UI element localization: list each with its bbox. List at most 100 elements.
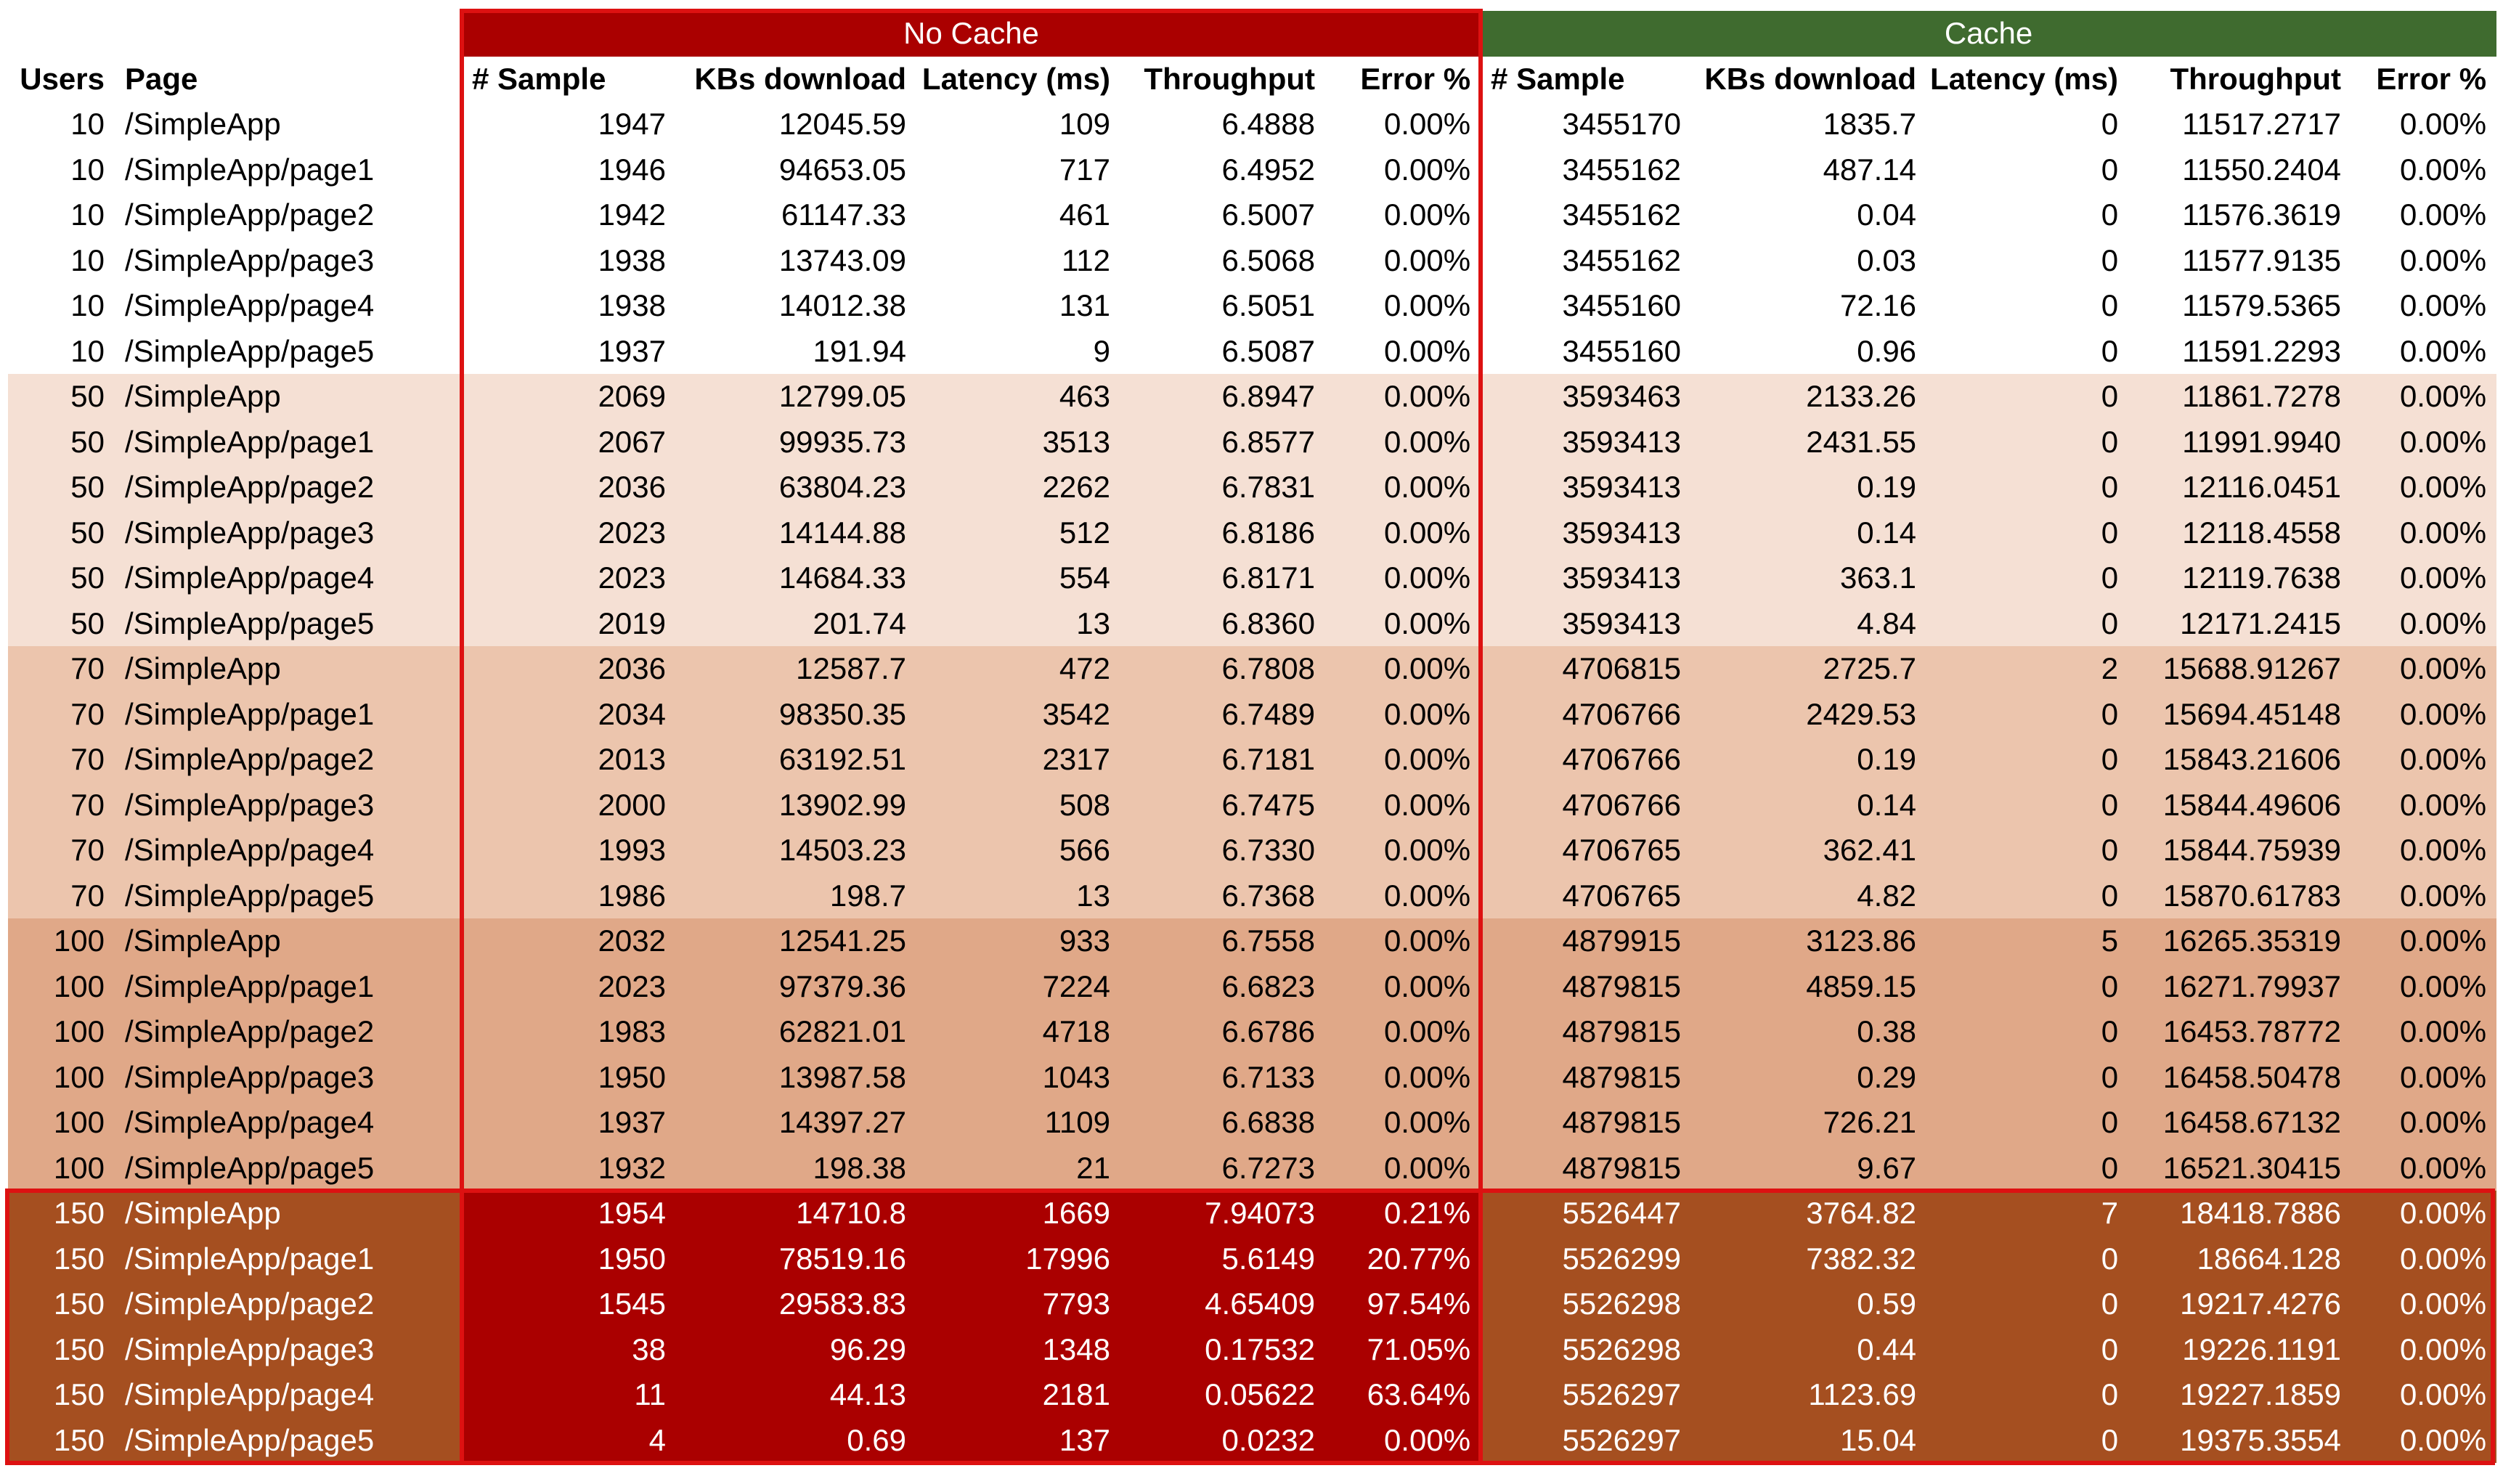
cell-cache-kbs-download: 0.04 — [1691, 192, 1927, 238]
cell-no-cache-throughput: 6.8947 — [1120, 374, 1325, 420]
cell-cache-sample: 5526297 — [1481, 1372, 1692, 1418]
cell-no-cache-error: 0.00% — [1325, 1145, 1481, 1191]
col-header-page: Page — [125, 61, 198, 96]
cell-cache-latency: 0 — [1926, 465, 2129, 510]
cell-cache-kbs-download: 0.14 — [1691, 782, 1927, 828]
cell-no-cache-latency: 461 — [916, 192, 1120, 238]
cell-cache-sample: 5526297 — [1481, 1417, 1692, 1463]
table-row: 150/SimpleApp 1954 14710.8 1669 7.94073 0.21%… — [8, 1191, 2497, 1236]
table-row: 70/SimpleApp/page1 2034 98350.35 3542 6.7489… — [8, 691, 2497, 737]
table-row: 50/SimpleApp/page5 2019 201.74 13 6.8360 0.00… — [8, 600, 2497, 646]
cell-no-cache-throughput: 6.8360 — [1120, 600, 1325, 646]
cell-cache-error: 0.00% — [2351, 782, 2497, 828]
cell-cache-sample: 5526298 — [1481, 1326, 1692, 1372]
cell-no-cache-error: 0.00% — [1325, 147, 1481, 192]
cell-no-cache-error: 0.00% — [1325, 328, 1481, 374]
cell-users: 50 — [8, 374, 115, 420]
cell-no-cache-throughput: 6.5068 — [1120, 237, 1325, 283]
cell-no-cache-latency: 512 — [916, 510, 1120, 555]
cell-page: /SimpleApp/page1 — [115, 691, 462, 737]
cell-cache-throughput: 15844.49606 — [2128, 782, 2352, 828]
cell-no-cache-latency: 2317 — [916, 737, 1120, 783]
cell-no-cache-error: 0.00% — [1325, 102, 1481, 147]
cell-cache-latency: 0 — [1926, 1326, 2129, 1372]
cell-cache-error: 0.00% — [2351, 646, 2497, 692]
cell-cache-latency: 0 — [1926, 237, 2129, 283]
col-header-no-cache-kbs-download: KBs download — [694, 61, 906, 96]
group-header-spacer — [8, 11, 462, 57]
cell-no-cache-error: 0.00% — [1325, 419, 1481, 465]
cell-page: /SimpleApp — [115, 102, 462, 147]
cell-cache-kbs-download: 2133.26 — [1691, 374, 1927, 420]
cell-cache-error: 0.00% — [2351, 555, 2497, 601]
cell-no-cache-error: 71.05% — [1325, 1326, 1481, 1372]
cell-cache-latency: 0 — [1926, 691, 2129, 737]
cell-no-cache-latency: 3542 — [916, 691, 1120, 737]
cell-cache-error: 0.00% — [2351, 192, 2497, 238]
cell-page: /SimpleApp/page2 — [115, 1281, 462, 1327]
cell-no-cache-kbs-download: 12541.25 — [676, 918, 916, 964]
cell-page: /SimpleApp/page4 — [115, 1100, 462, 1146]
cell-cache-sample: 5526447 — [1481, 1191, 1692, 1236]
cell-no-cache-sample: 4 — [462, 1417, 676, 1463]
cell-no-cache-kbs-download: 14012.38 — [676, 283, 916, 329]
cell-users: 50 — [8, 600, 115, 646]
cell-no-cache-kbs-download: 44.13 — [676, 1372, 916, 1418]
cell-no-cache-sample: 1993 — [462, 828, 676, 873]
cell-cache-throughput: 15843.21606 — [2128, 737, 2352, 783]
cell-cache-latency: 0 — [1926, 873, 2129, 918]
cell-no-cache-throughput: 0.17532 — [1120, 1326, 1325, 1372]
cell-no-cache-latency: 1043 — [916, 1054, 1120, 1100]
cell-no-cache-error: 0.00% — [1325, 1100, 1481, 1146]
cell-cache-sample: 5526299 — [1481, 1236, 1692, 1281]
cell-users: 100 — [8, 1054, 115, 1100]
cell-cache-latency: 0 — [1926, 963, 2129, 1009]
column-header-row: Users Page # Sample KBs download Latency… — [8, 57, 2496, 102]
cell-no-cache-kbs-download: 198.38 — [676, 1145, 916, 1191]
cell-cache-error: 0.00% — [2351, 1326, 2497, 1372]
table-row: 100/SimpleApp/page4 1937 14397.27 1109 6.683… — [8, 1100, 2497, 1146]
cell-cache-sample: 3455162 — [1481, 147, 1692, 192]
cell-cache-error: 0.00% — [2351, 465, 2497, 510]
cell-cache-sample: 4706765 — [1481, 828, 1692, 873]
col-header-no-cache-throughput: Throughput — [1144, 61, 1315, 96]
cell-page: /SimpleApp/page5 — [115, 600, 462, 646]
cell-no-cache-error: 0.00% — [1325, 1417, 1481, 1463]
col-header-no-cache-sample: # Sample — [472, 61, 606, 96]
table-row: 70/SimpleApp/page3 2000 13902.99 508 6.7475 0… — [8, 782, 2497, 828]
cell-page: /SimpleApp/page5 — [115, 328, 462, 374]
col-header-cache-throughput: Throughput — [2170, 61, 2342, 96]
cell-cache-kbs-download: 2725.7 — [1691, 646, 1927, 692]
cell-cache-error: 0.00% — [2351, 1145, 2497, 1191]
cell-page: /SimpleApp/page4 — [115, 283, 462, 329]
cell-users: 70 — [8, 828, 115, 873]
table-row: 10/SimpleApp/page2 1942 61147.33 461 6.5007 0… — [8, 192, 2497, 238]
cell-cache-error: 0.00% — [2351, 873, 2497, 918]
cell-no-cache-sample: 1950 — [462, 1236, 676, 1281]
cell-cache-throughput: 12118.4558 — [2128, 510, 2352, 555]
table-row: 50/SimpleApp/page3 2023 14144.88 512 6.8186 0… — [8, 510, 2497, 555]
cell-cache-kbs-download: 0.19 — [1691, 737, 1927, 783]
cell-page: /SimpleApp — [115, 646, 462, 692]
cell-cache-sample: 3455160 — [1481, 328, 1692, 374]
cell-users: 70 — [8, 646, 115, 692]
cell-cache-sample: 3593413 — [1481, 555, 1692, 601]
cell-cache-latency: 7 — [1926, 1191, 2129, 1236]
cell-no-cache-throughput: 6.6786 — [1120, 1009, 1325, 1055]
cell-cache-sample: 4706815 — [1481, 646, 1692, 692]
cell-cache-throughput: 19217.4276 — [2128, 1281, 2352, 1327]
cell-no-cache-sample: 2032 — [462, 918, 676, 964]
cell-users: 10 — [8, 237, 115, 283]
table-body: 10/SimpleApp 1947 12045.59 109 6.4888 0.00% 34… — [8, 102, 2497, 1463]
cell-cache-sample: 4879815 — [1481, 1054, 1692, 1100]
cell-no-cache-kbs-download: 191.94 — [676, 328, 916, 374]
table-row: 150/SimpleApp/page4 11 44.13 2181 0.05622 63.… — [8, 1372, 2497, 1418]
cell-cache-sample: 3455160 — [1481, 283, 1692, 329]
cell-no-cache-throughput: 6.6823 — [1120, 963, 1325, 1009]
table-row: 70/SimpleApp 2036 12587.7 472 6.7808 0.00% 470… — [8, 646, 2497, 692]
cell-no-cache-throughput: 6.7489 — [1120, 691, 1325, 737]
table-row: 70/SimpleApp/page2 2013 63192.51 2317 6.7181… — [8, 737, 2497, 783]
cell-users: 100 — [8, 918, 115, 964]
table-row: 100/SimpleApp/page5 1932 198.38 21 6.7273 0.0… — [8, 1145, 2497, 1191]
results-table-container: No Cache Cache Users Page # Sample KBs d… — [5, 9, 2497, 1465]
